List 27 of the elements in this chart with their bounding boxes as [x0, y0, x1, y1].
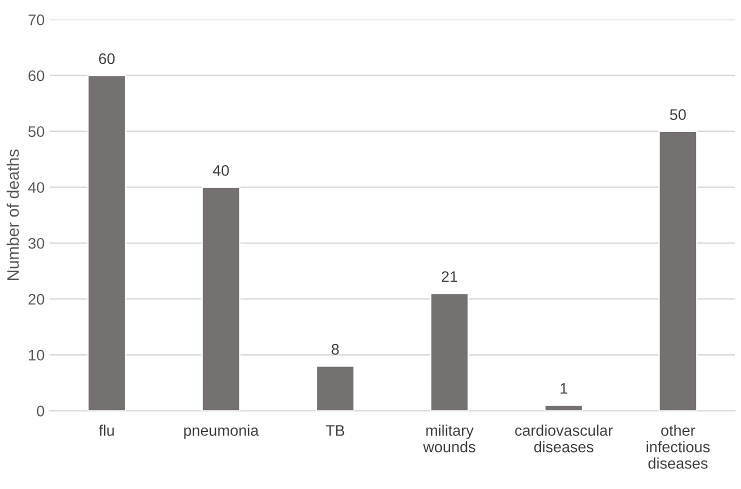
x-tick-label: other infectious diseases	[646, 424, 710, 469]
y-tick-label: 20	[28, 294, 44, 305]
y-axis-title: Number of deaths	[6, 150, 19, 280]
bar	[201, 186, 241, 411]
bar	[87, 74, 126, 411]
x-tick-label: military wounds	[423, 424, 476, 452]
x-tick-label: flu	[98, 424, 114, 436]
data-label: 8	[332, 344, 339, 355]
bar	[544, 404, 584, 411]
x-tick-label: pneumonia	[184, 424, 259, 439]
x-tick-label: cardiovascular diseases	[515, 424, 613, 452]
y-tick-label: 30	[28, 238, 44, 249]
data-label: 21	[442, 271, 458, 282]
data-label: 50	[670, 109, 686, 120]
x-tick-label: TB	[326, 425, 344, 436]
y-tick-label: 40	[28, 182, 44, 193]
y-tick-label: 10	[28, 350, 44, 361]
y-tick-label: 50	[28, 126, 44, 138]
bar	[430, 292, 470, 411]
y-tick-label: 60	[28, 70, 44, 82]
bar	[658, 130, 698, 411]
y-tick-label: 0	[36, 406, 44, 416]
y-tick-label: 70	[28, 14, 44, 26]
data-label: 1	[560, 383, 568, 394]
data-label: 60	[99, 53, 115, 64]
data-label: 40	[212, 165, 229, 176]
bar	[316, 365, 355, 411]
